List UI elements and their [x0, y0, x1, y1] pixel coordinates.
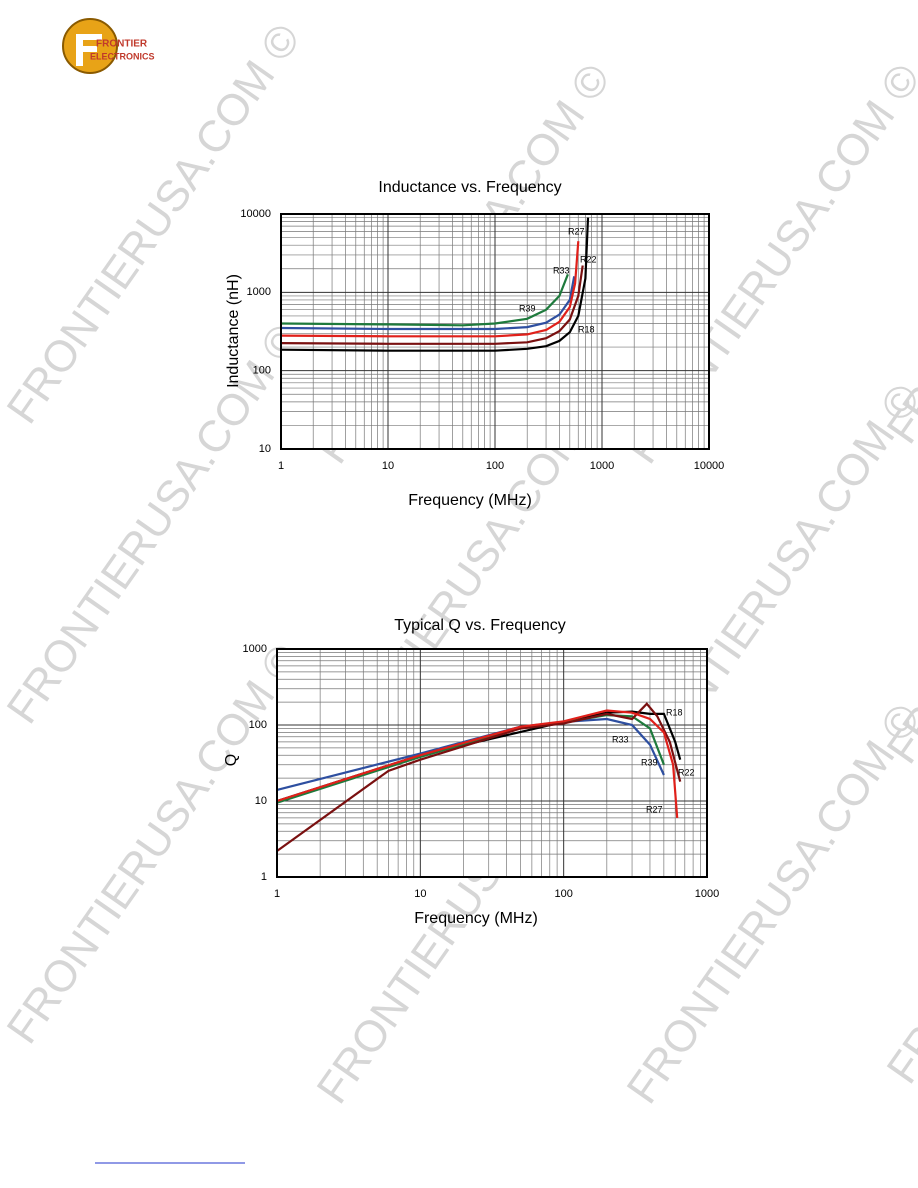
- x-tick-label: 100: [554, 888, 572, 900]
- x-axis-label: Frequency (MHz): [414, 910, 538, 927]
- series-label: R33: [553, 265, 570, 275]
- series-line: [280, 241, 580, 338]
- series-label: R27: [646, 804, 663, 814]
- x-tick-label: 10: [382, 460, 394, 472]
- plot-frame: [276, 648, 708, 878]
- x-tick-label: 10: [414, 888, 426, 900]
- y-tick-label: 1000: [247, 286, 271, 298]
- chart: Inductance vs. Frequency Frequency (MHz) I…: [225, 179, 724, 509]
- series-label: R39: [641, 757, 658, 767]
- series-line: [280, 217, 590, 352]
- y-axis-label: Q: [223, 754, 240, 766]
- series-label: R39: [519, 303, 536, 313]
- series-label: R18: [666, 707, 683, 717]
- series-line: [276, 717, 665, 791]
- x-tick-label: 1000: [590, 460, 614, 472]
- y-tick-label: 1000: [243, 643, 267, 655]
- logo: FRONTIER ELECTRONICS: [62, 18, 155, 74]
- x-tick-label: 1: [274, 888, 280, 900]
- series-line: [280, 273, 569, 327]
- logo-line1: FRONTIER: [96, 39, 148, 50]
- series-label: R33: [612, 734, 629, 744]
- x-tick-label: 10000: [694, 460, 725, 472]
- chart-title: Inductance vs. Frequency: [378, 179, 561, 196]
- series-label: R22: [580, 254, 597, 264]
- chart: Typical Q vs. Frequency Frequency (MHz) Q 1…: [223, 617, 719, 927]
- y-tick-label: 10: [255, 795, 267, 807]
- x-tick-label: 1000: [695, 888, 719, 900]
- x-tick-label: 100: [486, 460, 504, 472]
- y-tick-label: 10: [259, 443, 271, 455]
- plot-background: [277, 649, 707, 877]
- logo-f: [76, 34, 102, 66]
- x-axis-label: Frequency (MHz): [408, 492, 532, 509]
- series-label: R18: [578, 324, 595, 334]
- chart-title: Typical Q vs. Frequency: [394, 617, 566, 634]
- y-tick-label: 10000: [240, 208, 271, 220]
- plot-frame: [280, 213, 710, 450]
- series-line: [276, 702, 682, 852]
- y-tick-label: 100: [253, 365, 271, 377]
- series-line: [276, 709, 679, 818]
- series-line: [280, 265, 584, 345]
- x-tick-label: 1: [278, 460, 284, 472]
- y-tick-label: 1: [261, 871, 267, 883]
- series-label: R22: [678, 767, 695, 777]
- y-axis-label: Inductance (nH): [225, 274, 242, 388]
- series-line: [280, 276, 576, 331]
- logo-line2: ELECTRONICS: [90, 51, 155, 61]
- y-tick-label: 100: [249, 719, 267, 731]
- series-label: R27: [568, 226, 585, 236]
